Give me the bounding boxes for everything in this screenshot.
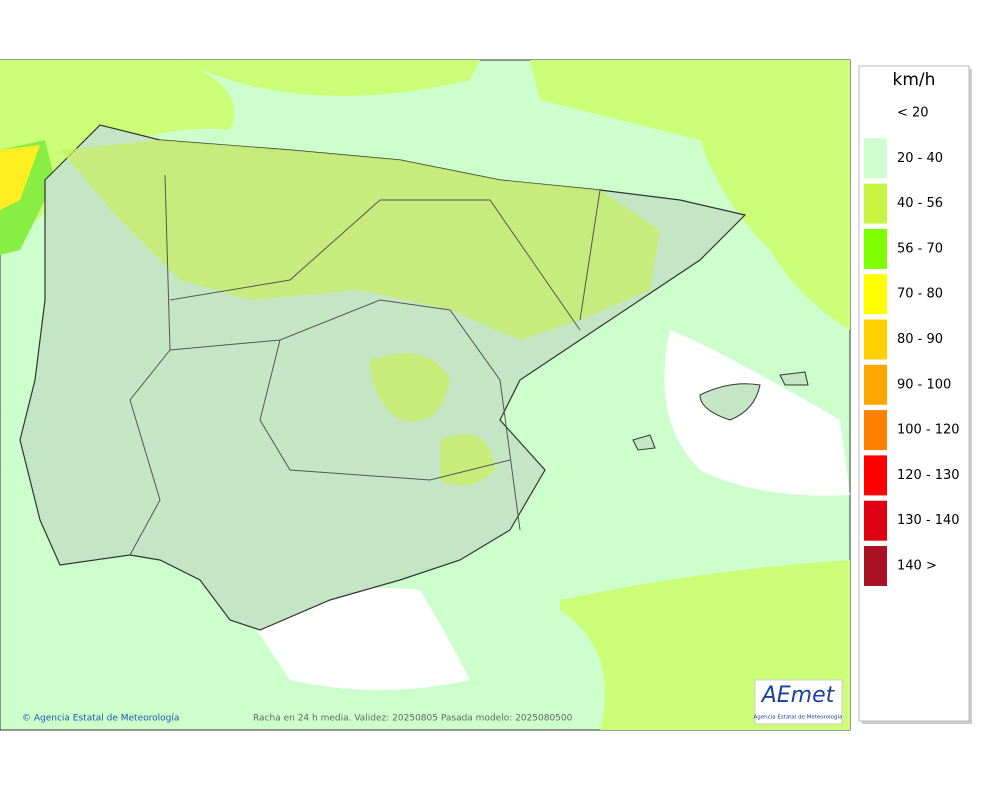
caption: Racha en 24 h media. Validez: 20250805 P… [253, 714, 573, 724]
gust-zone [0, 60, 480, 96]
legend-label: 40 - 56 [897, 196, 943, 211]
legend-swatch [864, 228, 887, 269]
legend-label: 70 - 80 [897, 287, 943, 302]
legend-swatch [864, 138, 887, 179]
legend-swatch [864, 319, 887, 360]
logo-name: AEmet [760, 683, 836, 708]
logo-subtitle: Agencia Estatal de Meteorología [754, 714, 843, 721]
legend-label: 120 - 130 [897, 468, 960, 483]
calm-zone [250, 588, 470, 690]
legend-label: 20 - 40 [897, 151, 943, 166]
gust-zone [0, 60, 235, 250]
legend-swatch [864, 455, 887, 496]
gust-zone [60, 140, 660, 340]
map [0, 59, 851, 731]
legend-label: < 20 [897, 106, 929, 121]
gust-zone [370, 353, 450, 422]
legend: km/h < 20 20 - 40 40 - 56 56 - 70 70 - 80 80 … [858, 65, 972, 724]
gust-zone [0, 145, 40, 210]
legend-label: 90 - 100 [897, 377, 951, 392]
legend-title: km/h [893, 70, 936, 90]
calm-zone [664, 330, 850, 496]
legend-swatch [864, 546, 887, 586]
legend-label: 56 - 70 [897, 241, 943, 256]
logo: AEmet Agencia Estatal de Meteorología [754, 679, 843, 725]
gust-zone [530, 60, 850, 330]
copyright: © Agencia Estatal de Meteorología [22, 714, 179, 724]
region-borders [129, 174, 601, 556]
legend-swatch [864, 500, 887, 541]
island [699, 383, 761, 421]
legend-label: 80 - 90 [897, 332, 943, 347]
legend-label: 100 - 120 [897, 423, 960, 438]
legend-swatch [864, 364, 887, 405]
legend-label: 140 > [897, 559, 937, 574]
legend-swatch [864, 410, 887, 451]
island [779, 371, 809, 386]
legend-swatch [864, 183, 887, 224]
logo-box [754, 679, 843, 725]
legend-swatch [864, 274, 887, 315]
legend-label: 130 - 140 [897, 513, 960, 528]
island [632, 434, 656, 451]
gust-zone [440, 434, 495, 486]
